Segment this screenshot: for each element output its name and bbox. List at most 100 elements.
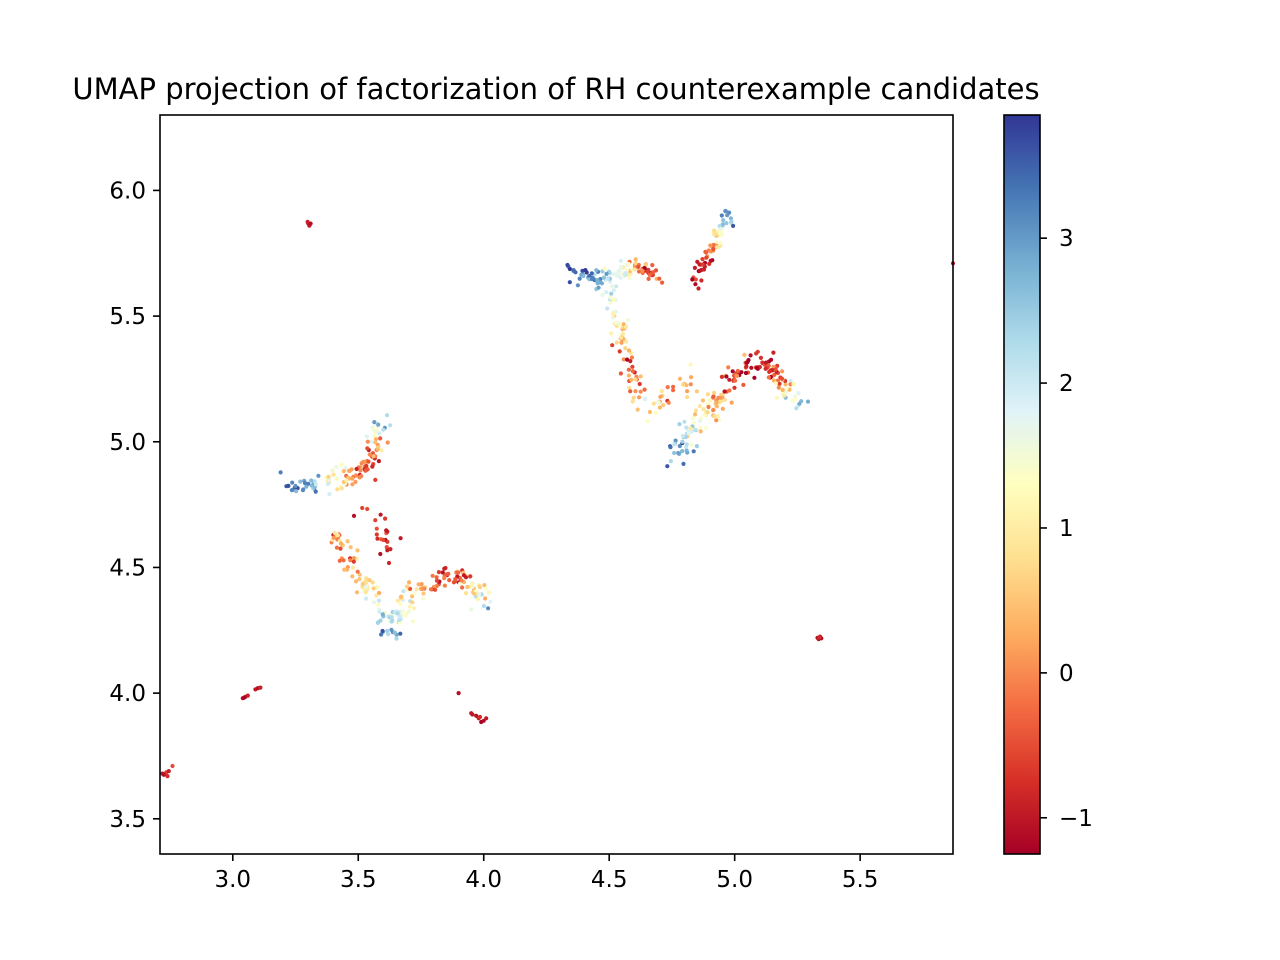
scatter-point	[365, 439, 370, 444]
scatter-point	[165, 774, 170, 779]
scatter-point	[357, 577, 362, 582]
scatter-point	[381, 427, 386, 432]
scatter-point	[601, 275, 607, 280]
scatter-point	[721, 218, 726, 223]
scatter-point	[715, 414, 720, 419]
scatter-point	[773, 381, 778, 386]
scatter-point	[611, 272, 616, 277]
scatter-point	[258, 685, 263, 690]
scatter-point	[749, 365, 754, 370]
scatter-point	[596, 285, 601, 290]
scatter-point	[339, 462, 344, 467]
scatter-point	[773, 367, 778, 372]
scatter-point	[630, 369, 636, 374]
scatter-point	[483, 596, 488, 601]
scatter-point	[681, 382, 686, 387]
scatter-point	[694, 389, 700, 394]
scatter-point	[711, 246, 716, 251]
scatter-point	[698, 425, 703, 430]
scatter-point	[376, 444, 381, 449]
scatter-point	[421, 596, 426, 601]
scatter-point	[377, 431, 382, 436]
scatter-point	[301, 487, 306, 492]
scatter-point	[656, 400, 661, 405]
colorbar-tick-label: 0	[1059, 661, 1074, 687]
scatter-point	[657, 276, 662, 281]
scatter-point	[371, 427, 376, 432]
scatter-point	[477, 585, 482, 590]
scatter-point	[646, 276, 651, 281]
scatter-point	[719, 392, 724, 397]
scatter-point	[298, 479, 303, 484]
scatter-point	[631, 395, 636, 400]
scatter-point	[682, 419, 687, 424]
scatter-point	[364, 580, 369, 585]
scatter-point	[719, 395, 724, 400]
scatter-point	[389, 615, 394, 620]
scatter-point	[430, 573, 435, 578]
scatter-point	[373, 437, 379, 442]
scatter-point	[384, 545, 389, 550]
scatter-point	[394, 636, 399, 641]
scatter-point	[442, 566, 447, 571]
colorbar-ticks: −1 0 1 2 3	[1040, 226, 1093, 832]
scatter-point	[741, 382, 746, 387]
scatter-point	[739, 370, 744, 375]
scatter-point	[805, 399, 811, 404]
scatter-point	[650, 263, 655, 268]
scatter-point	[704, 255, 709, 260]
scatter-point	[326, 474, 331, 479]
scatter-point	[365, 506, 370, 512]
scatter-point	[630, 399, 635, 404]
scatter-point	[348, 558, 353, 563]
scatter-point	[345, 539, 350, 544]
scatter-point	[610, 343, 615, 348]
scatter-point	[677, 443, 682, 449]
scatter-point	[470, 712, 475, 717]
scatter-point	[337, 558, 342, 563]
scatter-point	[633, 261, 638, 266]
scatter-point	[744, 364, 749, 369]
scatter-point	[377, 609, 382, 614]
scatter-point	[379, 632, 384, 637]
scatter-point	[723, 208, 728, 214]
scatter-point	[783, 382, 788, 387]
scatter-point	[355, 548, 360, 553]
scatter-point	[360, 505, 365, 511]
points-layer	[160, 208, 956, 779]
scatter-point	[677, 376, 683, 381]
scatter-point	[636, 264, 641, 269]
scatter-point	[712, 390, 717, 395]
scatter-point	[384, 413, 390, 418]
scatter-point	[405, 584, 410, 589]
plot-frame	[159, 114, 954, 855]
scatter-point	[575, 283, 581, 288]
scatter-point	[364, 584, 369, 589]
scatter-point	[363, 589, 368, 595]
scatter-point	[395, 598, 400, 603]
scatter-point	[278, 470, 283, 475]
scatter-point	[693, 412, 698, 417]
scatter-point	[376, 602, 381, 608]
scatter-point	[332, 530, 337, 536]
scatter-point	[729, 219, 734, 224]
scatter-point	[719, 398, 724, 404]
scatter-point	[170, 763, 175, 769]
scatter-point	[398, 601, 403, 607]
scatter-point	[645, 269, 650, 274]
scatter-point	[348, 545, 353, 550]
scatter-point	[364, 596, 369, 601]
scatter-point	[334, 545, 339, 550]
scatter-point	[658, 394, 663, 399]
scatter-point	[419, 582, 424, 587]
scatter-point	[338, 541, 344, 546]
scatter-point	[581, 273, 586, 279]
scatter-point	[635, 407, 640, 412]
y-tick-label: 4.0	[109, 681, 146, 707]
scatter-point	[713, 231, 719, 236]
scatter-point	[385, 628, 390, 634]
scatter-point	[689, 375, 694, 380]
scatter-point	[692, 265, 698, 270]
scatter-point	[719, 213, 724, 218]
y-axis: 3.5 4.0 4.5 5.0 5.5 6.0	[109, 178, 160, 833]
